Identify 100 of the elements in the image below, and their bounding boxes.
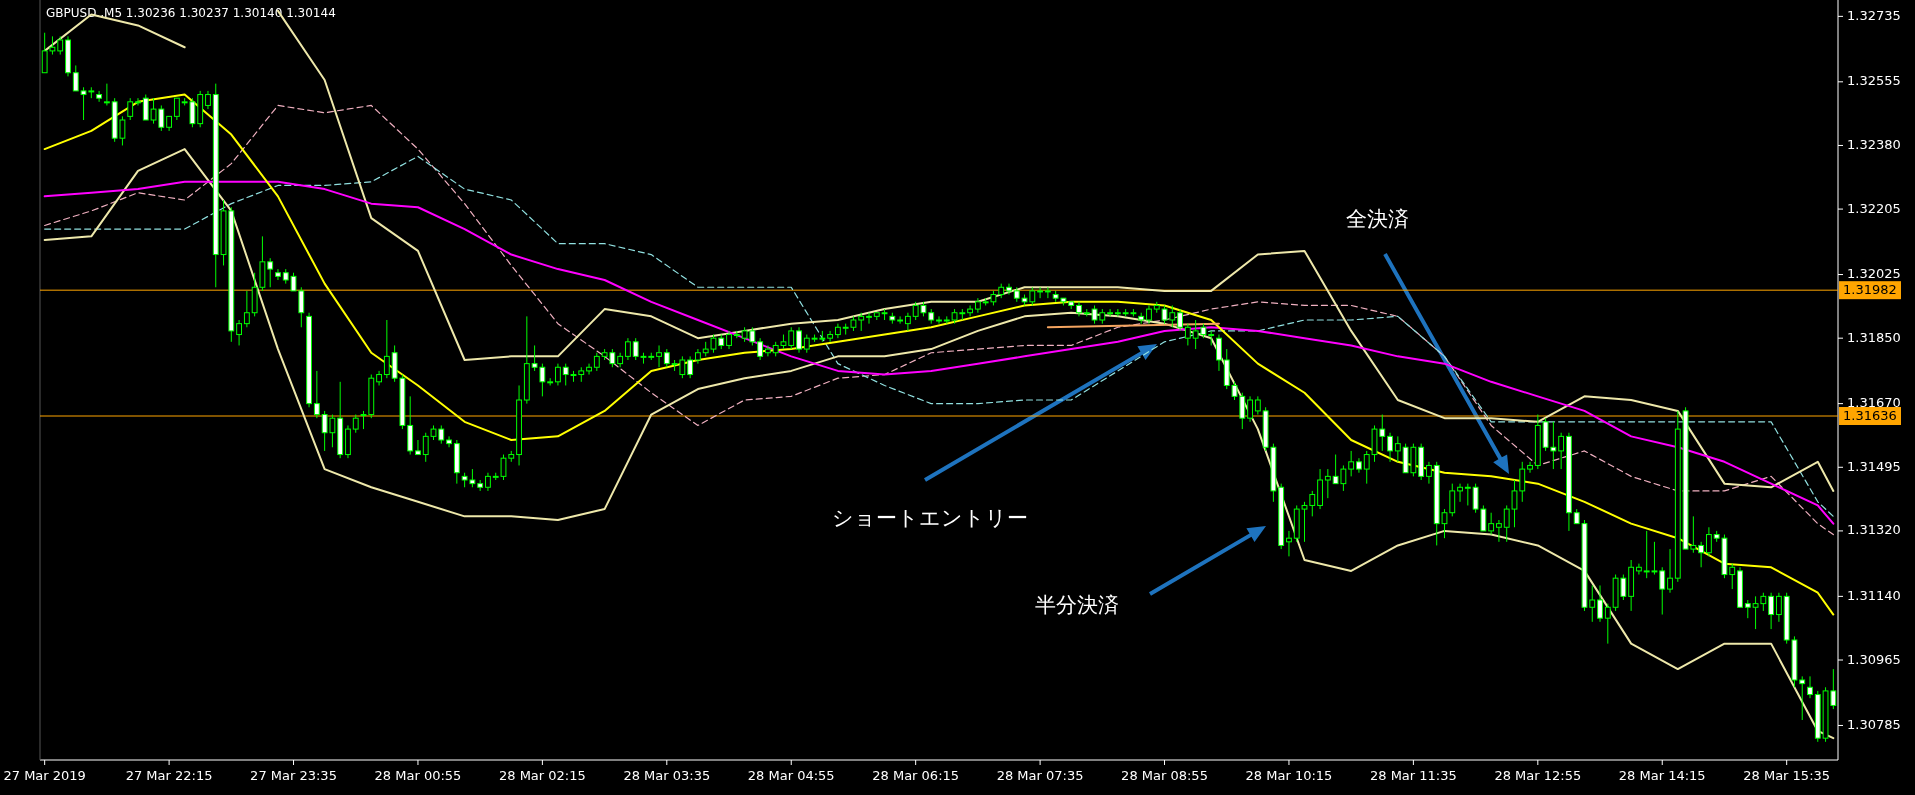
candlestick bbox=[726, 330, 732, 350]
candlestick bbox=[1496, 519, 1502, 543]
candlestick bbox=[383, 319, 390, 379]
candlestick bbox=[1216, 334, 1222, 372]
y-tick-label: 1.32735 bbox=[1847, 7, 1901, 23]
candlestick bbox=[1527, 461, 1533, 474]
candlestick bbox=[1464, 483, 1471, 506]
candlestick bbox=[485, 472, 491, 492]
candlestick bbox=[1177, 308, 1183, 332]
x-tick-label: 28 Mar 08:55 bbox=[1121, 768, 1208, 783]
candlestick bbox=[656, 344, 662, 368]
candlestick bbox=[663, 348, 670, 368]
candlestick bbox=[625, 337, 631, 361]
line-series bbox=[43, 93, 1835, 616]
candlestick bbox=[1107, 308, 1113, 317]
candlestick bbox=[236, 319, 242, 346]
candlestick bbox=[936, 315, 942, 325]
y-tick-label: 1.32555 bbox=[1847, 73, 1901, 89]
line-series bbox=[43, 148, 1835, 740]
candlestick bbox=[415, 439, 421, 456]
candlestick bbox=[1636, 563, 1642, 576]
x-tick-label: 28 Mar 15:35 bbox=[1743, 768, 1831, 783]
candlestick bbox=[1597, 584, 1603, 623]
x-tick-label: 28 Mar 10:15 bbox=[1245, 768, 1333, 783]
candlestick bbox=[1146, 304, 1152, 325]
y-tick-label: 1.32025 bbox=[1847, 266, 1901, 282]
candlestick bbox=[1775, 592, 1782, 623]
candlestick bbox=[1698, 541, 1705, 568]
candlestick bbox=[593, 352, 600, 372]
x-tick-label: 28 Mar 03:35 bbox=[623, 768, 711, 783]
candlestick bbox=[1006, 283, 1012, 296]
x-tick-label: 28 Mar 11:35 bbox=[1369, 768, 1457, 783]
x-tick-label: 28 Mar 07:35 bbox=[996, 768, 1084, 783]
candlestick bbox=[866, 312, 872, 325]
candlestick bbox=[1184, 323, 1191, 346]
x-tick-label: 28 Mar 14:15 bbox=[1618, 768, 1706, 783]
line-series bbox=[44, 104, 1834, 536]
candlestick bbox=[1254, 395, 1261, 416]
annotation: 全決済 bbox=[1345, 207, 1409, 231]
candlestick bbox=[127, 97, 134, 121]
x-tick-label: 28 Mar 04:55 bbox=[747, 768, 835, 783]
candlestick bbox=[1768, 592, 1775, 630]
candlestick bbox=[586, 363, 592, 376]
candlestick bbox=[275, 268, 281, 281]
x-tick-label: 28 Mar 02:15 bbox=[498, 768, 586, 783]
candlestick bbox=[1394, 435, 1401, 463]
candlestick bbox=[1037, 286, 1044, 299]
candlestick bbox=[313, 370, 320, 419]
x-tick-label: 28 Mar 06:15 bbox=[872, 768, 960, 783]
candlestick bbox=[1348, 450, 1355, 477]
candlestick bbox=[446, 435, 452, 448]
candlestick bbox=[803, 334, 810, 354]
candlestick bbox=[173, 97, 180, 121]
y-tick-label: 1.31850 bbox=[1847, 329, 1901, 345]
candlestick bbox=[1286, 530, 1292, 557]
candlestick bbox=[1247, 395, 1253, 423]
candlestick bbox=[103, 83, 110, 106]
y-tick-label: 1.31495 bbox=[1847, 458, 1901, 474]
x-tick-label: 27 Mar 22:15 bbox=[125, 768, 213, 783]
candlestick bbox=[1744, 599, 1751, 619]
candlestick bbox=[352, 414, 359, 434]
candlestick bbox=[1807, 675, 1813, 699]
candlestick bbox=[267, 257, 274, 288]
x-tick-label: 27 Mar 23:35 bbox=[250, 768, 337, 783]
candlestick bbox=[243, 290, 250, 328]
candlestick bbox=[1426, 461, 1432, 485]
x-tick-label: 27 Mar 2019 bbox=[3, 768, 86, 783]
candlestick bbox=[827, 330, 834, 343]
candlestick bbox=[1667, 548, 1673, 594]
annotation: 半分決済 bbox=[1035, 593, 1119, 617]
candlestick bbox=[1387, 432, 1393, 463]
x-tick-label: 28 Mar 12:55 bbox=[1494, 768, 1582, 783]
candlestick bbox=[967, 304, 974, 317]
candlestick bbox=[765, 344, 771, 357]
candlestick bbox=[1604, 603, 1611, 645]
candlestick bbox=[205, 90, 211, 110]
y-tick-label: 1.30785 bbox=[1847, 716, 1901, 732]
candlestick bbox=[904, 312, 911, 332]
candlestick bbox=[1044, 286, 1051, 299]
candlestick bbox=[897, 315, 904, 325]
ref-line-label: 1.31982 bbox=[1843, 281, 1897, 297]
y-tick-label: 1.31140 bbox=[1847, 587, 1901, 603]
candlestick bbox=[1324, 468, 1331, 499]
candlestick bbox=[1488, 512, 1495, 536]
candlestick bbox=[757, 337, 764, 361]
y-tick-label: 1.30965 bbox=[1847, 651, 1901, 667]
candlestick bbox=[96, 90, 103, 103]
annotation: ショートエントリー bbox=[832, 506, 1028, 530]
candlestick bbox=[1705, 526, 1712, 557]
y-tick-label: 1.32205 bbox=[1847, 200, 1901, 216]
candlestick bbox=[555, 363, 561, 386]
y-tick-label: 1.31320 bbox=[1847, 522, 1901, 538]
candlestick bbox=[1114, 308, 1121, 317]
candlestick bbox=[687, 355, 694, 379]
y-tick-label: 1.32380 bbox=[1847, 136, 1901, 152]
x-tick-label: 28 Mar 00:55 bbox=[374, 768, 462, 783]
candlestick bbox=[796, 326, 802, 354]
candlestick bbox=[135, 97, 141, 106]
candlestick bbox=[1457, 483, 1463, 503]
candlestick bbox=[1558, 432, 1565, 470]
